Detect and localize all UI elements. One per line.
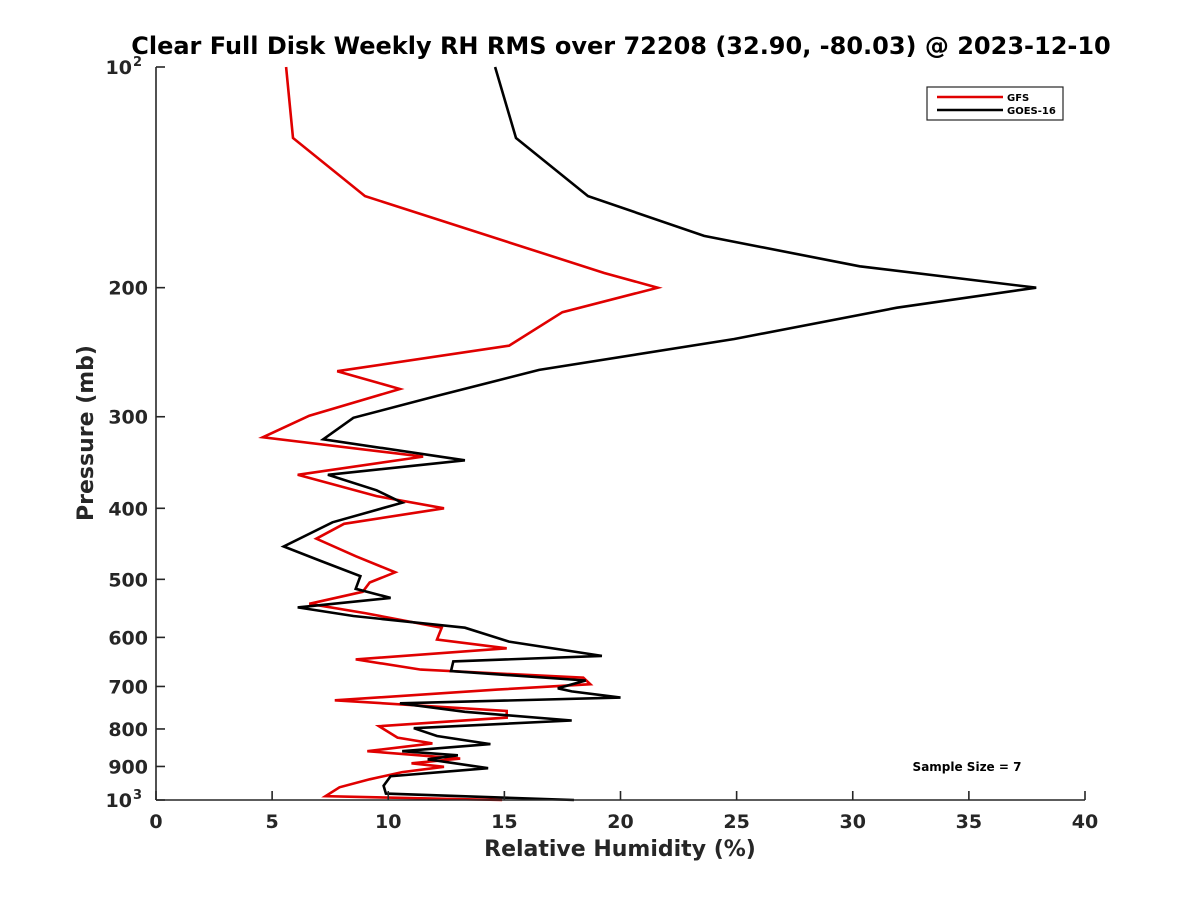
x-tick-label: 35 [956,811,982,833]
x-tick-label: 20 [607,811,633,833]
y-tick-exponent: 2 [133,55,142,70]
y-tick-label: 600 [108,627,148,649]
legend: GFS GOES-16 [926,86,1064,121]
x-tick-label: 30 [840,811,866,833]
y-tick-label: 900 [108,756,148,778]
series-line-goes16 [280,66,1037,802]
y-tick-exponent: 3 [133,788,142,803]
y-tick-label: 700 [108,676,148,698]
series-layer [258,66,1037,802]
y-tick-label: 200 [108,278,148,300]
legend-box [926,86,1064,121]
x-tick-label: 0 [149,811,162,833]
x-tick-label: 25 [723,811,749,833]
legend-label-gfs: GFS [1007,93,1029,104]
y-tick-label: 500 [108,569,148,591]
x-tick-label: 40 [1072,811,1098,833]
x-axis-ticks: 0 5 10 15 20 25 30 35 40 [149,791,1098,833]
y-axis-label: Pressure (mb) [74,345,99,521]
y-tick-label: 400 [108,498,148,520]
sample-size-annotation: Sample Size = 7 [913,760,1022,774]
chart-title: Clear Full Disk Weekly RH RMS over 72208… [131,32,1111,60]
axes-layer [155,67,1085,801]
legend-label-goes16: GOES-16 [1007,106,1056,117]
series-line-gfs [258,66,663,802]
x-tick-label: 15 [491,811,517,833]
y-tick-label: 10 [106,57,132,79]
x-axis-label: Relative Humidity (%) [484,837,756,862]
y-tick-label: 300 [108,407,148,429]
x-tick-label: 5 [266,811,279,833]
x-tick-label: 10 [375,811,401,833]
y-tick-label: 800 [108,719,148,741]
y-tick-label: 10 [106,790,132,812]
